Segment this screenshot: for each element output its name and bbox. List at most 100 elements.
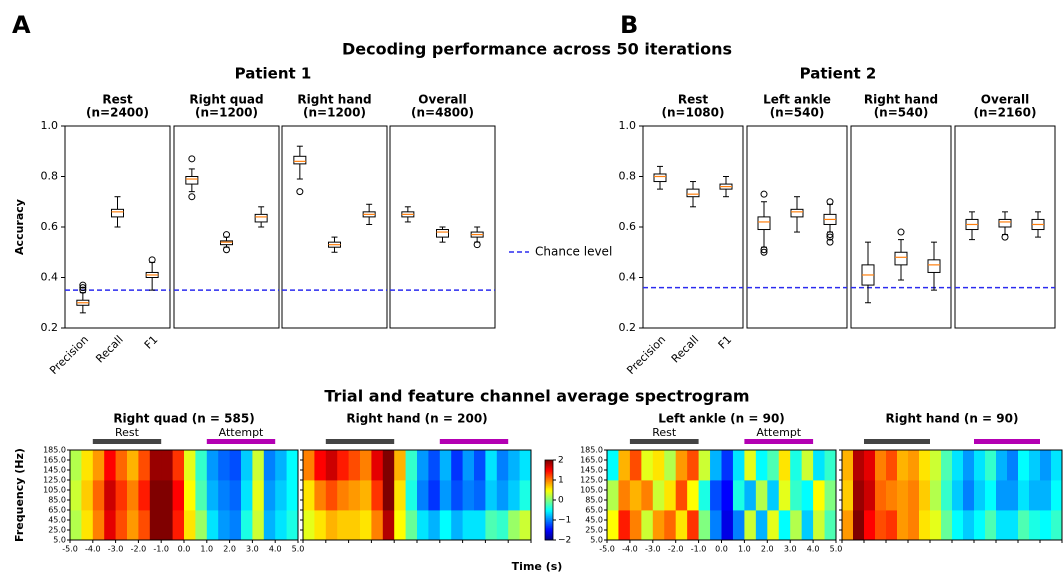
heatmap-cell [161, 510, 173, 541]
x-tick-label: Precision [624, 333, 668, 377]
heatmap-cell [303, 480, 315, 511]
flier [826, 238, 834, 246]
heatmap-cell [675, 450, 688, 481]
heatmap-cell [508, 450, 520, 481]
heatmap-cell [767, 480, 780, 511]
heatmap-cell [778, 450, 791, 481]
panel-title: Overall [981, 93, 1029, 107]
colorbar-slice [545, 510, 553, 513]
heatmap-cell [252, 510, 265, 541]
heatmap-cell [252, 480, 265, 511]
colorbar-slice [545, 490, 553, 493]
heatmap-cell [767, 510, 780, 541]
heatmap-cell [382, 480, 395, 511]
event-bar [439, 439, 509, 444]
colorbar-slice [545, 532, 553, 535]
x-tick-label: -5.0 [62, 545, 78, 554]
heatmap-cell [138, 450, 151, 481]
flier [760, 246, 768, 254]
heatmap-cell [744, 450, 757, 481]
x-tick-label: F1 [142, 333, 161, 352]
flier [296, 188, 304, 196]
panel-frame [954, 125, 1056, 329]
heatmap-cell [985, 450, 997, 481]
colorbar-tick-label: 0 [558, 496, 564, 506]
heatmap-cell [218, 480, 230, 511]
heatmap-cell [263, 450, 276, 481]
heatmap-cell [252, 450, 265, 481]
heatmap-cell [496, 450, 509, 481]
y-tick-label: 185.0 [580, 446, 603, 455]
heatmap-cell [629, 450, 642, 481]
x-tick-label: -2.0 [668, 545, 684, 554]
heatmap-cell [275, 510, 287, 541]
heatmap-cell [675, 510, 688, 541]
colorbar-slice [545, 504, 553, 507]
heatmap-cell [618, 450, 631, 481]
heatmap-cell [81, 480, 94, 511]
panel-frame [850, 125, 952, 329]
chart-title: Patient 1 [235, 65, 312, 83]
heatmap-cell [652, 480, 665, 511]
heatmap-cell [81, 510, 94, 541]
flier [826, 233, 834, 241]
heatmap-cell [451, 510, 463, 541]
y-tick-label: 85.0 [48, 496, 66, 505]
heatmap-cell [127, 480, 139, 511]
heatmap-cell [813, 510, 825, 541]
heatmap-cell [824, 450, 837, 481]
heatmap-cell [952, 510, 964, 541]
heatmap-cell [229, 450, 242, 481]
heatmap-cell [405, 510, 418, 541]
heatmap-cell [824, 510, 837, 541]
heatmap-cell [919, 510, 931, 541]
heatmap-cell [767, 450, 780, 481]
heatmap-cell [886, 450, 898, 481]
x-tick-label: -4.0 [622, 545, 638, 554]
heatmap-cell [897, 450, 909, 481]
heatmap-cell [314, 450, 327, 481]
heatmap-cell [930, 510, 942, 541]
heatmap-cell [218, 450, 230, 481]
heatmap-cell [485, 450, 498, 481]
heatmap-cell [161, 450, 173, 481]
colorbar-tick-label: 1 [558, 476, 564, 486]
heatmap-cell [303, 450, 315, 481]
panel-title: Rest [102, 93, 133, 107]
heatmap-cell [842, 450, 854, 481]
heatmap-cell [963, 450, 975, 481]
heatmap-cell [641, 480, 654, 511]
colorbar-slice [545, 536, 553, 539]
panel-title: Left ankle [763, 93, 831, 107]
heatmap-cell [1018, 510, 1030, 541]
heatmap-cell [1029, 480, 1041, 511]
y-tick-label: 0.8 [619, 170, 637, 183]
heatmap-cell [241, 450, 253, 481]
heatmap-cell [241, 480, 253, 511]
heatmap-cell [229, 480, 242, 511]
legend-label: Chance level [535, 245, 612, 259]
colorbar-slice [545, 498, 553, 501]
colorbar-slice [545, 502, 553, 505]
event-label: Rest [652, 426, 677, 439]
y-tick-label: 85.0 [585, 496, 603, 505]
heatmap-cell [732, 450, 745, 481]
colorbar-slice [545, 482, 553, 485]
x-tick-label: 0.0 [178, 545, 191, 554]
flier [79, 286, 87, 294]
heatmap-cell [417, 510, 429, 541]
heatmap-cell [1018, 450, 1030, 481]
heatmap-cell [698, 480, 711, 511]
heatmap-cell [974, 450, 986, 481]
box [293, 155, 307, 165]
heatmap-cell [721, 510, 734, 541]
colorbar-slice [545, 508, 553, 511]
heatmap-cell [618, 480, 631, 511]
heatmap-cell [519, 450, 532, 481]
heatmap-cell [462, 450, 475, 481]
y-tick-label: 105.0 [43, 486, 66, 495]
heatmap-cell [864, 450, 876, 481]
colorbar-slice [545, 486, 553, 489]
x-tick-label: 5.0 [830, 545, 843, 554]
heatmap-cell [607, 480, 619, 511]
